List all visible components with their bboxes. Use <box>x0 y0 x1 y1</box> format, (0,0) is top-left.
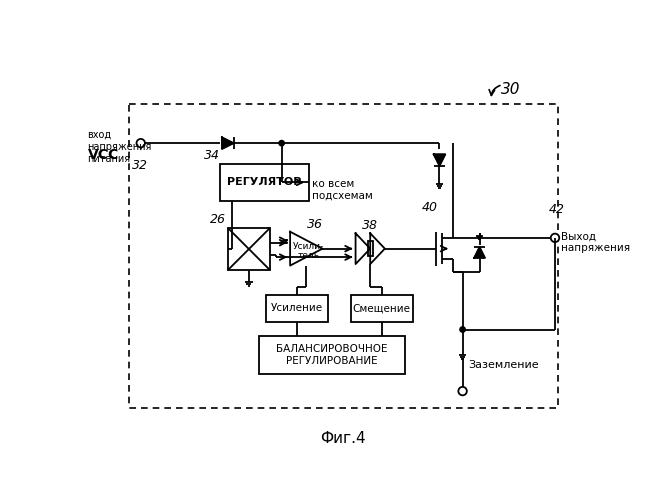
Text: 32: 32 <box>132 158 147 172</box>
Text: БАЛАНСИРОВОЧНОЕ
РЕГУЛИРОВАНИЕ: БАЛАНСИРОВОЧНОЕ РЕГУЛИРОВАНИЕ <box>276 344 387 366</box>
Text: Выход
напряжения: Выход напряжения <box>561 232 630 254</box>
Text: 26: 26 <box>210 212 226 226</box>
Text: Фиг.4: Фиг.4 <box>320 431 365 446</box>
Text: 34: 34 <box>204 148 220 162</box>
Bar <box>220 164 308 201</box>
Text: вход
напряжения
питания: вход напряжения питания <box>88 130 152 164</box>
Text: 42: 42 <box>549 204 565 216</box>
Circle shape <box>136 139 145 147</box>
Text: Смещение: Смещение <box>353 304 411 314</box>
Circle shape <box>279 140 284 146</box>
Polygon shape <box>434 154 446 166</box>
Polygon shape <box>222 138 233 149</box>
Bar <box>129 104 558 408</box>
Circle shape <box>460 327 466 332</box>
Bar <box>351 295 413 322</box>
Circle shape <box>551 234 559 242</box>
Text: 36: 36 <box>307 218 322 231</box>
Text: РЕГУЛЯТОР: РЕГУЛЯТОР <box>227 178 302 188</box>
Bar <box>266 295 328 322</box>
Text: ко всем
подсхемам: ко всем подсхемам <box>312 178 373 200</box>
Text: 40: 40 <box>421 201 438 214</box>
Text: Усили-
тель: Усили- тель <box>293 242 324 260</box>
Text: Заземление: Заземление <box>469 360 539 370</box>
Text: 38: 38 <box>362 220 378 232</box>
Text: Усиление: Усиление <box>271 304 323 314</box>
Text: VCC: VCC <box>88 148 119 162</box>
Circle shape <box>458 387 467 396</box>
Bar <box>227 228 270 270</box>
Text: 30: 30 <box>501 82 520 96</box>
Bar <box>368 241 373 256</box>
Polygon shape <box>474 247 485 258</box>
Bar <box>258 336 405 374</box>
